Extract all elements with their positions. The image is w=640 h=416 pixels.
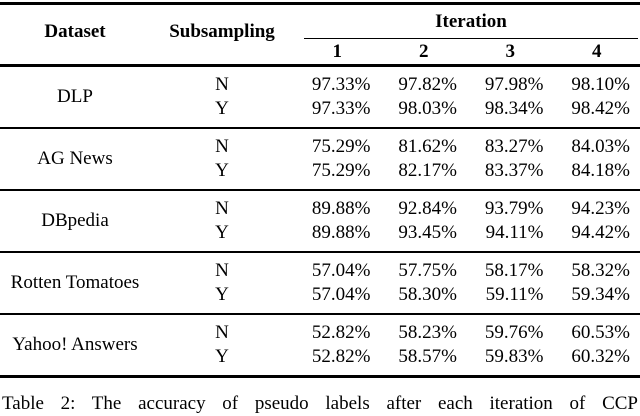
value-cell: 94.11% <box>467 221 554 245</box>
value-cell: 75.29% <box>294 159 381 183</box>
header-iteration-2: 2 <box>381 39 468 64</box>
table-group-rotten-tomatoes: Rotten Tomatoes N 57.04% 57.75% 58.17% 5… <box>0 253 640 315</box>
subsampling-cell: N <box>150 321 294 345</box>
value-cell: 97.33% <box>294 73 381 97</box>
value-cell: 89.88% <box>294 197 381 221</box>
value-cell: 58.17% <box>467 259 554 283</box>
table-group-ag-news: AG News N 75.29% 81.62% 83.27% 84.03% Y … <box>0 129 640 191</box>
value-cell: 98.42% <box>554 97 640 121</box>
value-cell: 57.04% <box>294 259 381 283</box>
subsampling-cell: Y <box>150 159 294 183</box>
value-cell: 58.23% <box>381 321 468 345</box>
subsampling-cell: Y <box>150 345 294 369</box>
value-cell: 94.23% <box>554 197 640 221</box>
value-cell: 98.34% <box>467 97 554 121</box>
dataset-cell: Rotten Tomatoes <box>0 253 150 313</box>
value-cell: 84.18% <box>554 159 640 183</box>
value-cell: 83.37% <box>467 159 554 183</box>
value-cell: 52.82% <box>294 321 381 345</box>
value-cell: 52.82% <box>294 345 381 369</box>
value-cell: 60.32% <box>554 345 640 369</box>
dataset-cell: Yahoo! Answers <box>0 315 150 375</box>
value-cell: 59.34% <box>554 283 640 307</box>
header-subsampling: Subsampling <box>150 5 294 64</box>
header-iteration: Iteration <box>304 5 638 39</box>
subsampling-cell: N <box>150 197 294 221</box>
table-caption: Table 2: The accuracy of pseudo labels a… <box>2 392 638 416</box>
value-cell: 97.82% <box>381 73 468 97</box>
subsampling-cell: N <box>150 135 294 159</box>
value-cell: 98.10% <box>554 73 640 97</box>
subsampling-cell: Y <box>150 283 294 307</box>
subsampling-cell: Y <box>150 97 294 121</box>
value-cell: 98.03% <box>381 97 468 121</box>
value-cell: 97.33% <box>294 97 381 121</box>
dataset-cell: DLP <box>0 67 150 127</box>
value-cell: 60.53% <box>554 321 640 345</box>
dataset-cell: DBpedia <box>0 191 150 251</box>
value-cell: 93.45% <box>381 221 468 245</box>
value-cell: 59.76% <box>467 321 554 345</box>
value-cell: 59.11% <box>467 283 554 307</box>
value-cell: 82.17% <box>381 159 468 183</box>
value-cell: 58.57% <box>381 345 468 369</box>
value-cell: 57.75% <box>381 259 468 283</box>
subsampling-cell: N <box>150 73 294 97</box>
header-iteration-3: 3 <box>467 39 554 64</box>
value-cell: 92.84% <box>381 197 468 221</box>
value-cell: 94.42% <box>554 221 640 245</box>
value-cell: 58.30% <box>381 283 468 307</box>
subsampling-cell: N <box>150 259 294 283</box>
subsampling-cell: Y <box>150 221 294 245</box>
dataset-cell: AG News <box>0 129 150 189</box>
header-dataset: Dataset <box>0 5 150 64</box>
value-cell: 81.62% <box>381 135 468 159</box>
results-table: Dataset Subsampling Iteration 1 2 3 4 DL… <box>0 2 640 378</box>
value-cell: 57.04% <box>294 283 381 307</box>
table-group-dbpedia: DBpedia N 89.88% 92.84% 93.79% 94.23% Y … <box>0 191 640 253</box>
value-cell: 97.98% <box>467 73 554 97</box>
value-cell: 89.88% <box>294 221 381 245</box>
value-cell: 83.27% <box>467 135 554 159</box>
table-header: Dataset Subsampling Iteration 1 2 3 4 <box>0 5 640 64</box>
value-cell: 84.03% <box>554 135 640 159</box>
value-cell: 58.32% <box>554 259 640 283</box>
header-iteration-1: 1 <box>294 39 381 64</box>
value-cell: 93.79% <box>467 197 554 221</box>
value-cell: 75.29% <box>294 135 381 159</box>
table-group-yahoo-answers: Yahoo! Answers N 52.82% 58.23% 59.76% 60… <box>0 315 640 378</box>
header-iteration-4: 4 <box>554 39 640 64</box>
table-group-dlp: DLP N 97.33% 97.82% 97.98% 98.10% Y 97.3… <box>0 67 640 129</box>
value-cell: 59.83% <box>467 345 554 369</box>
